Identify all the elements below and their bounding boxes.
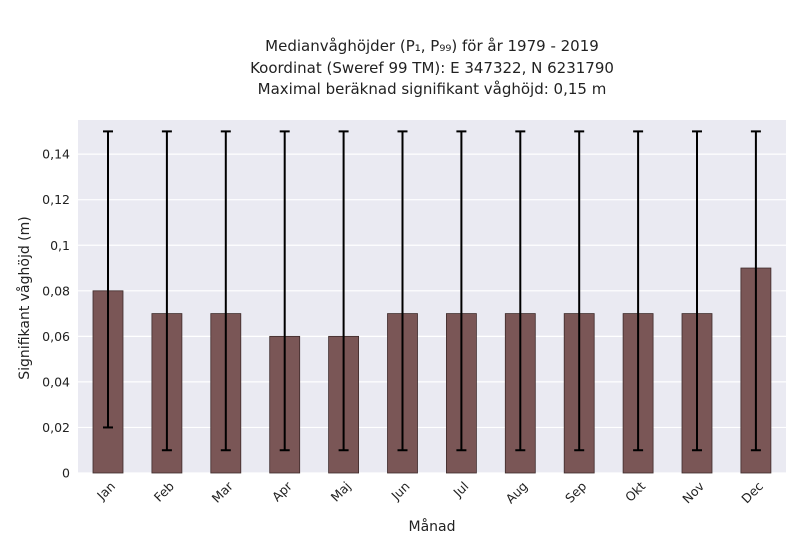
y-tick-label: 0,12: [42, 192, 70, 207]
y-tick-label: 0,14: [42, 147, 70, 162]
x-tick-label: Jun: [387, 479, 412, 504]
x-tick-label: Maj: [328, 479, 354, 505]
x-tick-label: Jul: [450, 479, 472, 501]
chart-title-line-1: Medianvåghöjder (P₁, P₉₉) för år 1979 - …: [265, 37, 599, 55]
chart-title: Medianvåghöjder (P₁, P₉₉) för år 1979 - …: [250, 37, 614, 98]
y-axis-label: Signifikant våghöjd (m): [16, 216, 33, 379]
error-bar-maj: [338, 130, 349, 452]
error-bars: [103, 130, 761, 452]
error-bar-okt: [633, 130, 644, 452]
y-tick-label: 0: [62, 466, 70, 481]
x-tick-label: Apr: [269, 478, 296, 505]
y-tick-label: 0,04: [42, 374, 70, 389]
x-tick-label: Aug: [503, 479, 531, 507]
x-axis-label: Månad: [409, 518, 456, 535]
x-tick-label: Jan: [93, 479, 118, 504]
x-tick-label: Dec: [738, 478, 766, 506]
x-tick-label: Nov: [679, 478, 707, 506]
error-bar-jan: [103, 130, 113, 429]
y-tick-label: 0,08: [42, 283, 70, 298]
x-tick-label: Mar: [209, 478, 237, 506]
error-bar-dec: [750, 130, 761, 452]
x-tick-label: Feb: [151, 478, 177, 504]
x-tick-label: Okt: [622, 478, 648, 504]
error-bar-sep: [574, 130, 585, 452]
y-tick-label: 0,02: [42, 420, 70, 435]
chart-title-line-2: Koordinat (Sweref 99 TM): E 347322, N 62…: [250, 59, 614, 77]
error-bar-feb: [161, 130, 172, 452]
error-bar-mar: [220, 130, 231, 452]
gridlines: [78, 153, 786, 474]
x-axis-ticks: Jan Feb Mar Apr Maj Jun Jul Aug Sep Okt Nov Dec: [93, 478, 766, 506]
plot-area: [78, 120, 786, 473]
error-bar-jun: [397, 130, 408, 452]
y-tick-label: 0,1: [50, 238, 70, 253]
y-tick-label: 0,06: [42, 329, 70, 344]
y-axis-ticks: 0 0,02 0,04 0,06 0,08 0,1 0,12 0,14: [42, 147, 70, 481]
error-bar-nov: [692, 130, 702, 452]
x-tick-label: Sep: [562, 478, 589, 505]
error-bar-aug: [515, 130, 526, 452]
chart-title-line-3: Maximal beräknad signifikant våghöjd: 0,…: [258, 80, 607, 98]
error-bar-jul: [456, 130, 467, 452]
error-bar-apr: [279, 130, 290, 452]
